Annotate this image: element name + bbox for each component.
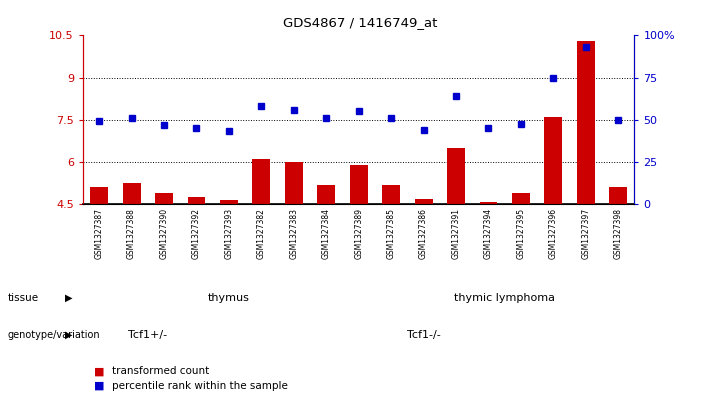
Text: GSM1327386: GSM1327386 bbox=[419, 208, 428, 259]
Text: ■: ■ bbox=[94, 366, 105, 376]
Text: GSM1327396: GSM1327396 bbox=[549, 208, 558, 259]
Text: thymus: thymus bbox=[208, 293, 250, 303]
Text: percentile rank within the sample: percentile rank within the sample bbox=[112, 381, 288, 391]
Text: genotype/variation: genotype/variation bbox=[7, 330, 99, 340]
Bar bbox=[252, 159, 270, 204]
Bar bbox=[350, 165, 368, 204]
Bar bbox=[123, 183, 141, 204]
Text: ▶: ▶ bbox=[65, 293, 72, 303]
Text: GSM1327392: GSM1327392 bbox=[192, 208, 201, 259]
Text: GSM1327393: GSM1327393 bbox=[224, 208, 234, 259]
Text: GSM1327391: GSM1327391 bbox=[451, 208, 461, 259]
Bar bbox=[317, 185, 335, 204]
Text: GSM1327385: GSM1327385 bbox=[386, 208, 396, 259]
Bar bbox=[285, 162, 303, 204]
Bar bbox=[415, 199, 433, 204]
Bar bbox=[577, 41, 595, 204]
Text: thymic lymphoma: thymic lymphoma bbox=[454, 293, 555, 303]
Bar bbox=[544, 117, 562, 204]
Bar bbox=[155, 193, 173, 204]
Text: Tcf1+/-: Tcf1+/- bbox=[128, 330, 167, 340]
Text: GSM1327390: GSM1327390 bbox=[159, 208, 169, 259]
Bar bbox=[220, 200, 238, 204]
Text: ▶: ▶ bbox=[65, 330, 72, 340]
Bar bbox=[187, 197, 205, 204]
Bar bbox=[609, 187, 627, 204]
Text: GSM1327384: GSM1327384 bbox=[322, 208, 331, 259]
Text: GSM1327389: GSM1327389 bbox=[354, 208, 363, 259]
Text: GSM1327387: GSM1327387 bbox=[94, 208, 104, 259]
Text: GSM1327383: GSM1327383 bbox=[289, 208, 298, 259]
Text: GSM1327395: GSM1327395 bbox=[516, 208, 526, 259]
Text: GDS4867 / 1416749_at: GDS4867 / 1416749_at bbox=[283, 16, 438, 29]
Bar bbox=[382, 185, 400, 204]
Text: ■: ■ bbox=[94, 381, 105, 391]
Bar bbox=[512, 193, 530, 204]
Text: Tcf1-/-: Tcf1-/- bbox=[407, 330, 441, 340]
Bar bbox=[479, 202, 497, 204]
Text: GSM1327388: GSM1327388 bbox=[127, 208, 136, 259]
Text: tissue: tissue bbox=[7, 293, 38, 303]
Text: GSM1327382: GSM1327382 bbox=[257, 208, 266, 259]
Text: GSM1327394: GSM1327394 bbox=[484, 208, 493, 259]
Text: transformed count: transformed count bbox=[112, 366, 209, 376]
Text: GSM1327397: GSM1327397 bbox=[581, 208, 590, 259]
Bar bbox=[447, 148, 465, 204]
Bar bbox=[90, 187, 108, 204]
Text: GSM1327398: GSM1327398 bbox=[614, 208, 623, 259]
